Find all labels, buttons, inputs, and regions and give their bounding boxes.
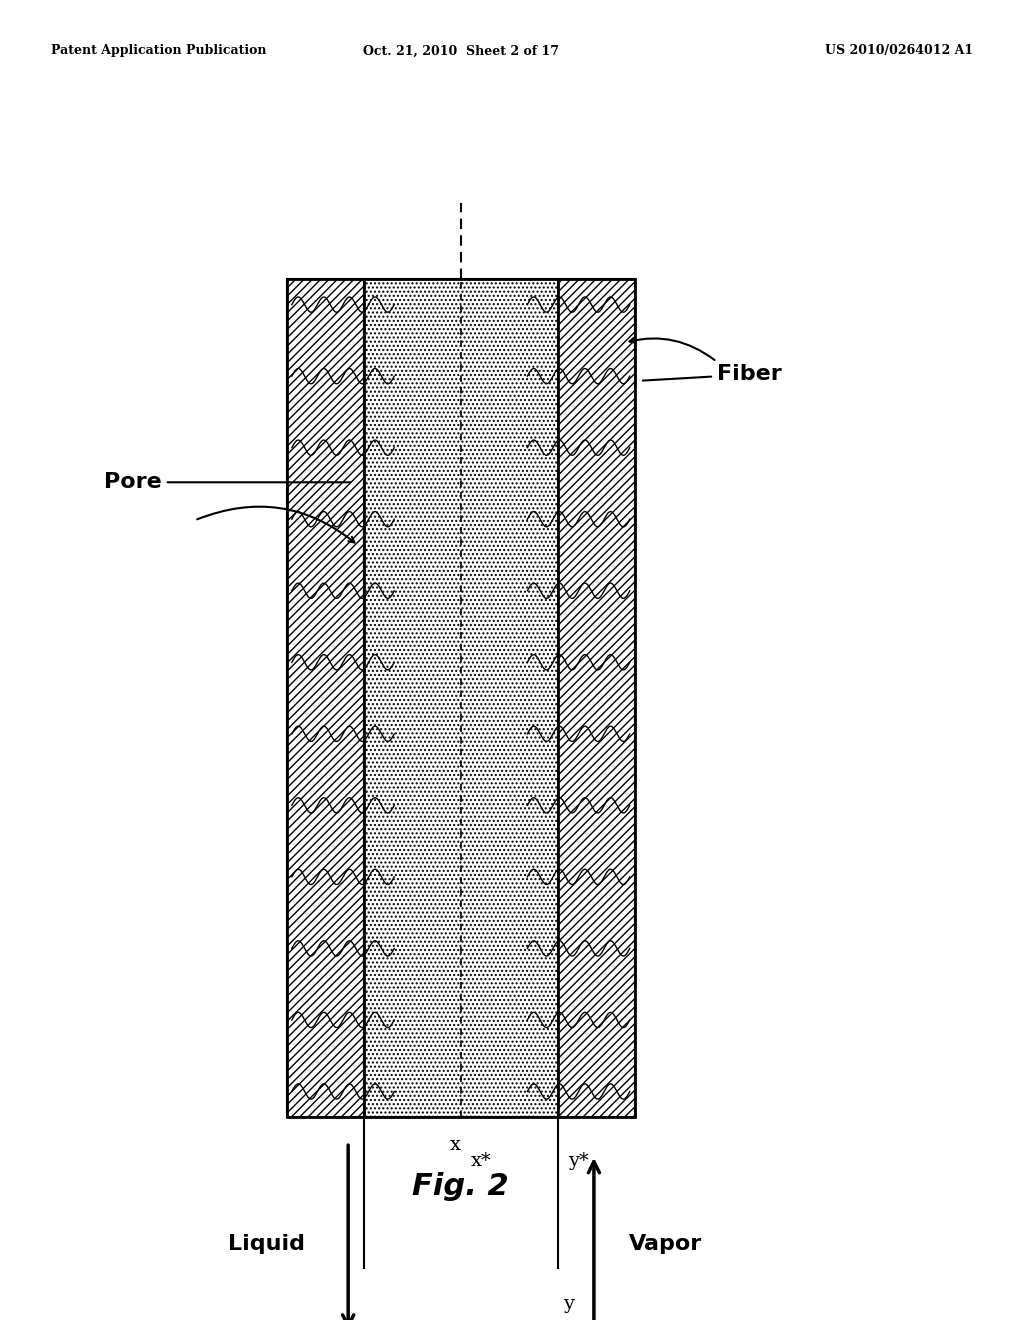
Text: Vapor: Vapor (629, 1234, 702, 1254)
Text: y: y (563, 1295, 574, 1312)
Text: x*: x* (471, 1152, 492, 1171)
Text: Fiber: Fiber (643, 364, 781, 384)
Text: Fig. 2: Fig. 2 (413, 1172, 509, 1201)
Polygon shape (364, 280, 558, 1117)
Text: Oct. 21, 2010  Sheet 2 of 17: Oct. 21, 2010 Sheet 2 of 17 (362, 45, 559, 58)
Text: x: x (451, 1137, 461, 1154)
Polygon shape (287, 280, 364, 1117)
Text: Patent Application Publication: Patent Application Publication (51, 45, 266, 58)
Text: y*: y* (568, 1152, 589, 1171)
Polygon shape (558, 280, 635, 1117)
Text: US 2010/0264012 A1: US 2010/0264012 A1 (824, 45, 973, 58)
Text: Pore: Pore (104, 473, 350, 492)
Text: Liquid: Liquid (227, 1234, 305, 1254)
